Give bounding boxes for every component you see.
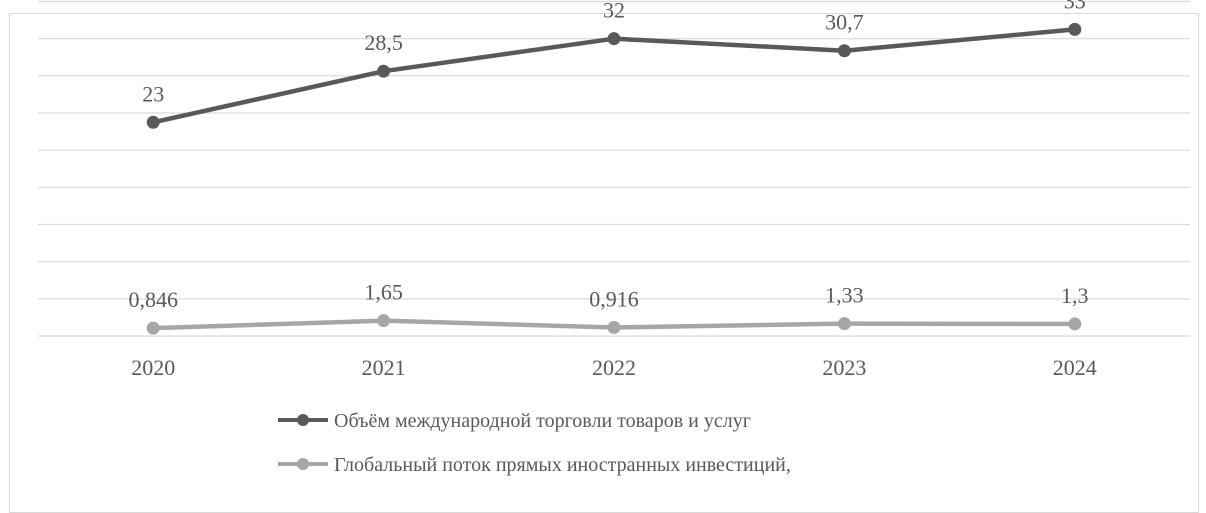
legend-entry-fdi: Глобальный поток прямых иностранных инве… [278,454,791,476]
data-point [377,64,391,78]
data-label: 33 [1064,0,1086,13]
legend-marker-trade [297,414,309,426]
data-label: 0,846 [128,287,178,312]
legend-label-trade: Объём международной торговли товаров и у… [334,410,751,432]
data-point [1068,317,1082,331]
data-label: 30,7 [825,10,864,35]
data-point [1068,22,1082,36]
gridlines [38,0,1190,300]
x-tick-label: 2020 [131,355,175,380]
x-tick-label: 2024 [1053,355,1097,380]
x-tick-label: 2021 [362,355,406,380]
legend-label-fdi: Глобальный поток прямых иностранных инве… [334,454,791,476]
data-point [837,317,851,331]
chart-frame [9,13,1199,513]
data-label: 28,5 [364,30,403,55]
legend: Объём международной торговли товаров и у… [278,410,791,476]
series-trade: 23 28,5 32 30,7 33 [142,0,1086,129]
data-point [146,115,160,129]
series-fdi: 0,846 1,65 0,916 1,33 1,3 [128,280,1089,335]
data-point [607,32,621,46]
data-point [607,320,621,334]
x-tick-label: 2022 [592,355,636,380]
legend-marker-fdi [297,458,309,470]
data-point [146,321,160,335]
x-tick-label: 2023 [822,355,866,380]
legend-entry-trade: Объём международной торговли товаров и у… [278,410,751,432]
data-label: 1,65 [364,280,403,305]
data-label: 1,3 [1061,283,1089,308]
plot-area: 23 28,5 32 30,7 33 0,846 1,65 0,916 1,33 1,3 [128,0,1089,335]
x-axis: 2020 2021 2022 2023 2024 [38,335,1190,380]
data-label: 23 [142,81,164,106]
data-label: 1,33 [825,283,864,308]
line-chart: 2020 2021 2022 2023 2024 23 28,5 32 30,7 33 0,846… [38,0,1190,476]
data-label: 0,916 [589,286,639,311]
data-label: 32 [603,0,625,23]
data-point [377,314,391,328]
data-point [837,44,851,58]
